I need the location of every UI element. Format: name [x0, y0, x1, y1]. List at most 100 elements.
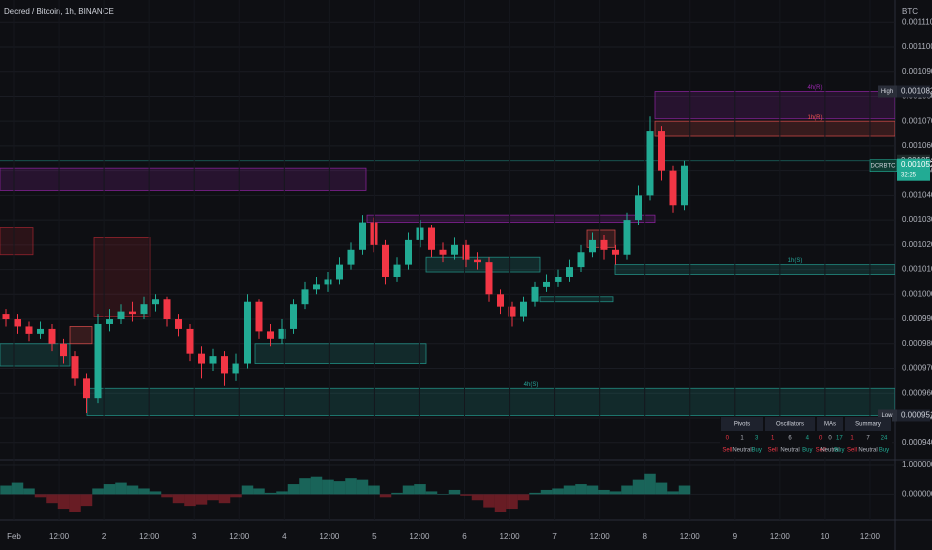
table-value: 3 — [755, 436, 759, 442]
candle-body — [554, 276, 562, 282]
osc-bar — [517, 494, 530, 501]
y-tick-label: 0.001100 — [902, 42, 932, 51]
table-value: 1 — [850, 436, 854, 442]
x-tick-label: 9 — [733, 532, 738, 541]
marker-name: Low — [881, 413, 893, 419]
y-tick-label: 0.000940 — [902, 438, 932, 447]
marker-value-tag — [897, 85, 930, 98]
candle-body — [267, 331, 274, 339]
osc-bar — [586, 485, 599, 495]
osc-bar — [207, 494, 219, 501]
osc-bar — [379, 494, 392, 498]
x-tick-label: 4 — [282, 532, 287, 541]
candle-body — [600, 239, 608, 250]
osc-bar — [218, 494, 231, 504]
candle-body — [186, 328, 194, 354]
candle-body — [25, 326, 33, 334]
osc-bar — [57, 494, 70, 510]
candle-body — [577, 252, 585, 268]
osc-bar — [138, 488, 150, 495]
zone — [539, 296, 614, 303]
zone — [69, 326, 93, 345]
candle-body — [336, 264, 343, 280]
table-label: Neutral — [820, 448, 839, 454]
candle-body — [347, 249, 355, 265]
osc-bar — [655, 482, 668, 495]
candle-body — [313, 284, 320, 290]
x-tick-label: 12:00 — [319, 532, 340, 541]
osc-bar — [460, 494, 472, 496]
x-tick-label: 3 — [192, 532, 197, 541]
osc-bar — [448, 489, 461, 495]
candle-body — [566, 267, 573, 277]
x-tick-label: 10 — [820, 532, 829, 541]
x-tick-label: 12:00 — [770, 532, 791, 541]
x-tick-label: 2 — [102, 532, 107, 541]
osc-bar — [494, 494, 507, 512]
osc-bar — [115, 482, 127, 495]
x-tick-label: 12:00 — [500, 532, 521, 541]
osc-bar — [34, 494, 47, 498]
candle-body — [94, 323, 102, 399]
table-value: 17 — [836, 436, 843, 442]
table-value: 1 — [771, 436, 775, 442]
candle-body — [255, 301, 263, 332]
table-value: 0 — [828, 436, 832, 442]
x-tick-label: 12:00 — [860, 532, 881, 541]
osc-bar — [46, 494, 58, 504]
candle-body — [428, 227, 435, 250]
x-tick-label: 8 — [642, 532, 647, 541]
osc-bar — [276, 491, 288, 495]
osc-bar — [230, 494, 242, 498]
candle-body — [405, 239, 412, 265]
table-label: Buy — [751, 448, 761, 454]
zone-label: 1h(R) — [807, 115, 822, 121]
osc-bar — [310, 476, 323, 495]
marker-name: High — [881, 89, 893, 95]
marker-value: 0.001082 — [901, 87, 932, 96]
osc-bar — [575, 484, 587, 495]
osc-bar — [356, 479, 369, 495]
candle-body — [37, 328, 44, 334]
table-value: 0 — [819, 436, 823, 442]
candle-body — [175, 319, 182, 329]
table-header: Oscillators — [776, 422, 804, 428]
y-tick-label: 0.001110 — [902, 17, 932, 26]
osc-bar — [391, 492, 403, 495]
x-tick-label: 5 — [372, 532, 377, 541]
candle-body — [462, 244, 470, 260]
candle-body — [612, 249, 619, 255]
osc-bar — [126, 485, 139, 495]
candle-body — [2, 314, 10, 320]
last-price-tag — [897, 158, 930, 181]
table-value: 4 — [806, 436, 810, 442]
candle-body — [451, 244, 458, 255]
osc-bar — [667, 491, 679, 495]
candle-body — [520, 301, 527, 317]
candle-body — [140, 304, 148, 315]
osc-bar — [23, 488, 35, 495]
candle-body — [129, 311, 136, 315]
table-value: 7 — [866, 436, 870, 442]
osc-bar — [552, 488, 564, 495]
marker-value: 0.000951 — [901, 411, 932, 420]
osc-bar — [322, 479, 334, 495]
candle-body — [301, 289, 309, 305]
candle-body — [14, 319, 21, 327]
osc-bar — [644, 473, 656, 495]
osc-bar — [598, 489, 610, 495]
table-header-bg — [765, 417, 815, 431]
osc-bar — [540, 489, 553, 495]
osc-bar — [172, 494, 185, 504]
osc-bar — [471, 494, 484, 501]
candle-body — [623, 220, 631, 255]
candle-body — [589, 239, 596, 253]
table-label: Neutral — [732, 448, 751, 454]
osc-bar — [333, 481, 346, 495]
table-value: 0 — [726, 436, 730, 442]
